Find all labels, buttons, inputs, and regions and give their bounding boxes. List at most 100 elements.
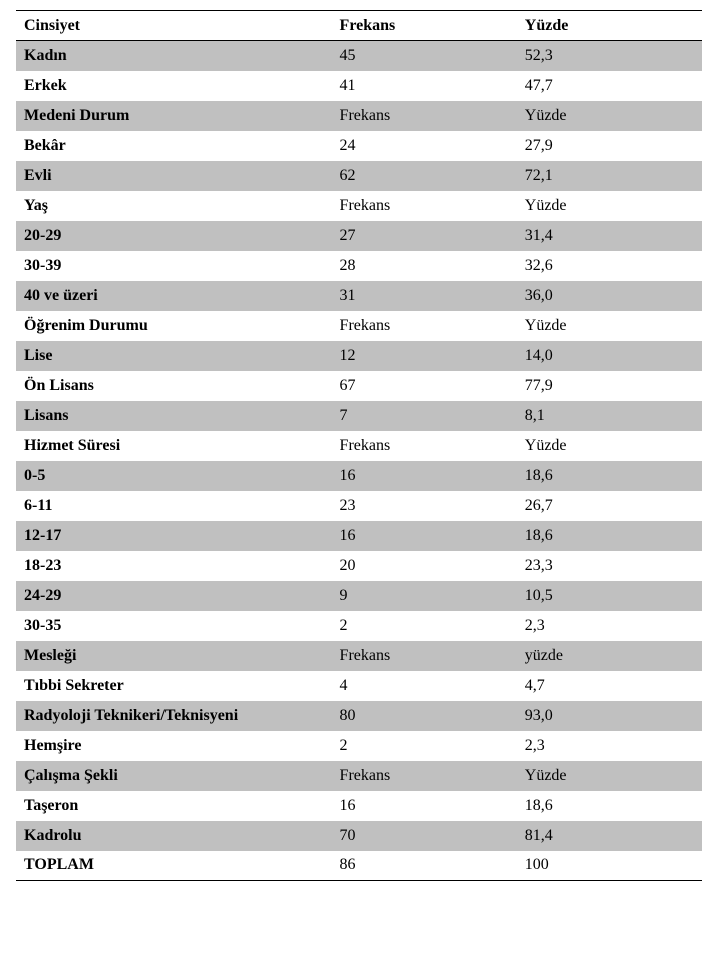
table-cell: Radyoloji Teknikeri/Teknisyeni <box>16 701 332 731</box>
table-cell: 0-5 <box>16 461 332 491</box>
table-cell: 100 <box>517 851 702 881</box>
table-cell: Medeni Durum <box>16 101 332 131</box>
table-row: 0-51618,6 <box>16 461 702 491</box>
table-cell: 62 <box>332 161 517 191</box>
table-row: Tıbbi Sekreter44,7 <box>16 671 702 701</box>
table-cell: Kadrolu <box>16 821 332 851</box>
table-cell: 27 <box>332 221 517 251</box>
table-cell: 23 <box>332 491 517 521</box>
table-cell: Frekans <box>332 101 517 131</box>
table-cell: Ön Lisans <box>16 371 332 401</box>
table-cell: 4,7 <box>517 671 702 701</box>
table-cell: Frekans <box>332 641 517 671</box>
table-cell: Frekans <box>332 431 517 461</box>
table-cell: 12-17 <box>16 521 332 551</box>
table-cell: Kadın <box>16 41 332 71</box>
table-cell: 18,6 <box>517 791 702 821</box>
table-cell: Mesleği <box>16 641 332 671</box>
table-cell: 77,9 <box>517 371 702 401</box>
table-row: Medeni DurumFrekansYüzde <box>16 101 702 131</box>
table-row: YaşFrekansYüzde <box>16 191 702 221</box>
table-row: 30-392832,6 <box>16 251 702 281</box>
table-cell: Tıbbi Sekreter <box>16 671 332 701</box>
table-cell: 93,0 <box>517 701 702 731</box>
table-row: Erkek4147,7 <box>16 71 702 101</box>
table-cell: 30-35 <box>16 611 332 641</box>
table-cell: 86 <box>332 851 517 881</box>
table-cell: 28 <box>332 251 517 281</box>
table-row: Çalışma ŞekliFrekansYüzde <box>16 761 702 791</box>
table-cell: Yüzde <box>517 191 702 221</box>
table-row: 12-171618,6 <box>16 521 702 551</box>
table-row: 18-232023,3 <box>16 551 702 581</box>
table-cell: Yüzde <box>517 431 702 461</box>
table-row: Evli6272,1 <box>16 161 702 191</box>
table-cell: 4 <box>332 671 517 701</box>
table-cell: 31,4 <box>517 221 702 251</box>
table-row: TOPLAM86100 <box>16 851 702 881</box>
table-cell: Lise <box>16 341 332 371</box>
table-row: Hemşire22,3 <box>16 731 702 761</box>
table-cell: 80 <box>332 701 517 731</box>
table-cell: Hizmet Süresi <box>16 431 332 461</box>
table-cell: 16 <box>332 791 517 821</box>
table-cell: 30-39 <box>16 251 332 281</box>
demographics-table-container: CinsiyetFrekansYüzdeKadın4552,3Erkek4147… <box>0 0 718 897</box>
table-cell: Frekans <box>332 191 517 221</box>
table-cell: 67 <box>332 371 517 401</box>
table-cell: 10,5 <box>517 581 702 611</box>
table-cell: 81,4 <box>517 821 702 851</box>
table-cell: 31 <box>332 281 517 311</box>
table-cell: 6-11 <box>16 491 332 521</box>
table-row: CinsiyetFrekansYüzde <box>16 11 702 41</box>
table-cell: 2,3 <box>517 731 702 761</box>
table-row: MesleğiFrekansyüzde <box>16 641 702 671</box>
table-row: Kadrolu7081,4 <box>16 821 702 851</box>
table-cell: 26,7 <box>517 491 702 521</box>
table-row: Hizmet SüresiFrekansYüzde <box>16 431 702 461</box>
table-cell: 52,3 <box>517 41 702 71</box>
table-row: Kadın4552,3 <box>16 41 702 71</box>
table-row: Ön Lisans6777,9 <box>16 371 702 401</box>
table-cell: Öğrenim Durumu <box>16 311 332 341</box>
table-cell: Yüzde <box>517 101 702 131</box>
table-cell: 45 <box>332 41 517 71</box>
table-row: 30-3522,3 <box>16 611 702 641</box>
table-cell: Lisans <box>16 401 332 431</box>
table-cell: Evli <box>16 161 332 191</box>
table-row: 24-29910,5 <box>16 581 702 611</box>
table-cell: Yüzde <box>517 311 702 341</box>
table-row: Radyoloji Teknikeri/Teknisyeni8093,0 <box>16 701 702 731</box>
table-cell: 16 <box>332 521 517 551</box>
table-cell: 47,7 <box>517 71 702 101</box>
table-cell: 32,6 <box>517 251 702 281</box>
table-cell: 18,6 <box>517 521 702 551</box>
table-cell: TOPLAM <box>16 851 332 881</box>
table-row: Bekâr2427,9 <box>16 131 702 161</box>
table-cell: 36,0 <box>517 281 702 311</box>
table-cell: 20 <box>332 551 517 581</box>
table-cell: 9 <box>332 581 517 611</box>
table-cell: 2,3 <box>517 611 702 641</box>
table-cell: 7 <box>332 401 517 431</box>
table-cell: 20-29 <box>16 221 332 251</box>
table-cell: yüzde <box>517 641 702 671</box>
table-row: 6-112326,7 <box>16 491 702 521</box>
table-cell: Çalışma Şekli <box>16 761 332 791</box>
table-cell: Erkek <box>16 71 332 101</box>
table-cell: Frekans <box>332 11 517 41</box>
table-cell: 18-23 <box>16 551 332 581</box>
table-cell: 27,9 <box>517 131 702 161</box>
table-cell: 72,1 <box>517 161 702 191</box>
table-cell: Yaş <box>16 191 332 221</box>
table-cell: Yüzde <box>517 761 702 791</box>
table-cell: Yüzde <box>517 11 702 41</box>
table-row: Taşeron1618,6 <box>16 791 702 821</box>
table-cell: 24-29 <box>16 581 332 611</box>
table-cell: Hemşire <box>16 731 332 761</box>
table-cell: 70 <box>332 821 517 851</box>
table-cell: Bekâr <box>16 131 332 161</box>
table-cell: 23,3 <box>517 551 702 581</box>
table-cell: 18,6 <box>517 461 702 491</box>
table-cell: 40 ve üzeri <box>16 281 332 311</box>
